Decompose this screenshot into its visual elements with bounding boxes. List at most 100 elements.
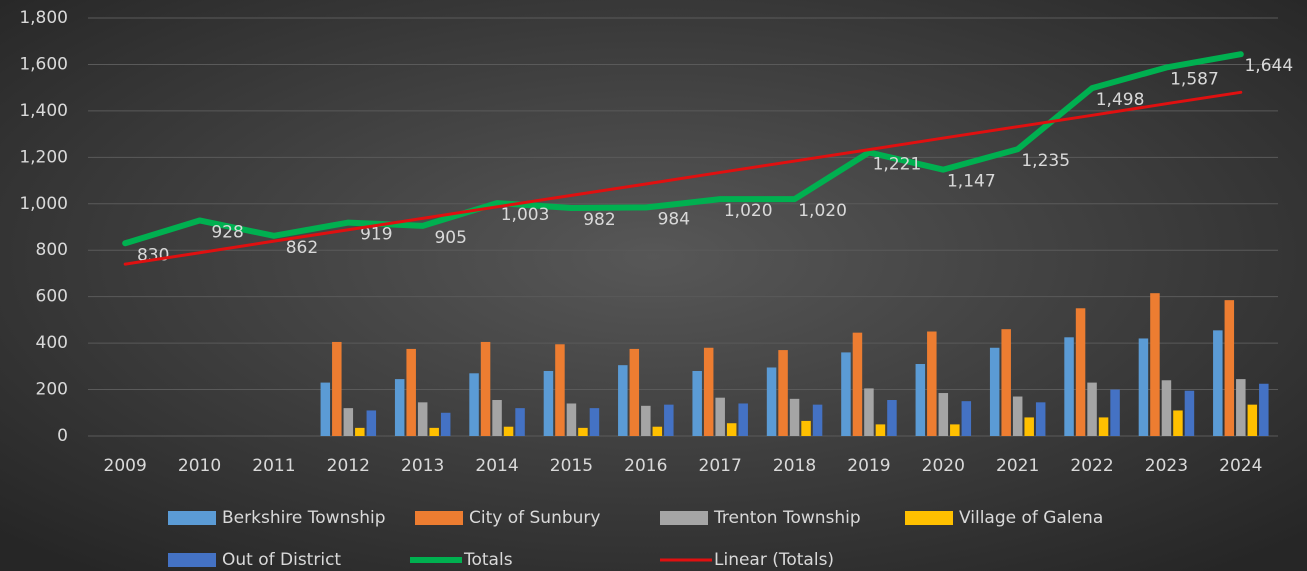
bar (343, 408, 354, 436)
x-tick-label: 2021 (996, 456, 1039, 476)
bar (1001, 329, 1011, 436)
bar (703, 347, 714, 436)
line-series (123, 90, 1243, 266)
bar (1087, 382, 1097, 436)
bar (566, 403, 577, 436)
bar (1224, 300, 1235, 436)
bar (366, 410, 377, 436)
bar (841, 352, 851, 436)
legend-swatch (905, 511, 953, 525)
y-tick-label: 1,400 (19, 101, 68, 121)
x-tick-label: 2024 (1219, 456, 1262, 476)
y-tick-label: 200 (36, 380, 68, 400)
y-tick-label: 1,000 (19, 194, 68, 214)
data-label: 984 (658, 209, 690, 229)
legend-label: Village of Galena (959, 508, 1103, 528)
bar (989, 347, 1000, 436)
bar (726, 423, 737, 436)
bar (1259, 383, 1269, 436)
bar (927, 331, 937, 436)
legend-swatch (415, 511, 463, 525)
bar (1064, 337, 1074, 436)
data-label: 982 (583, 210, 615, 230)
bar (875, 424, 886, 436)
legend-swatch (660, 511, 708, 525)
bar (503, 426, 514, 436)
x-tick-label: 2011 (252, 456, 295, 476)
bar (641, 405, 651, 436)
bar (1236, 379, 1246, 436)
bar (543, 370, 554, 436)
data-label: 862 (286, 238, 318, 258)
bar (492, 400, 502, 436)
legend-swatch (168, 511, 216, 525)
bar (1184, 390, 1195, 436)
x-tick-label: 2012 (327, 456, 370, 476)
x-tick-label: 2019 (847, 456, 890, 476)
bar (778, 350, 788, 436)
data-label: 1,644 (1244, 56, 1293, 76)
bar (915, 364, 926, 436)
bar (692, 370, 702, 436)
bar (406, 348, 416, 436)
x-tick-label: 2013 (401, 456, 444, 476)
data-label: 905 (434, 228, 466, 248)
bar (1110, 389, 1120, 436)
bar (480, 341, 491, 436)
data-label: 1,587 (1170, 69, 1219, 89)
bar (738, 403, 748, 436)
legend-label: Trenton Township (713, 508, 861, 528)
data-label: 1,147 (947, 172, 996, 192)
bar (801, 420, 811, 436)
legend-label: Linear (Totals) (714, 550, 834, 570)
x-tick-label: 2017 (699, 456, 742, 476)
y-tick-label: 1,800 (19, 8, 68, 28)
bar (812, 404, 823, 436)
data-label: 1,020 (724, 201, 773, 221)
y-tick-label: 1,200 (19, 147, 68, 167)
data-label: 1,498 (1096, 90, 1145, 110)
bar (938, 393, 949, 436)
bar (1213, 330, 1223, 436)
line-series (122, 51, 1244, 247)
bar (394, 379, 405, 436)
x-tick-label: 2014 (475, 456, 518, 476)
bar (515, 408, 525, 436)
bar (618, 365, 628, 436)
data-label: 1,235 (1021, 151, 1070, 171)
bar (1247, 404, 1258, 436)
x-tick-label: 2010 (178, 456, 221, 476)
bar (589, 408, 600, 436)
bar (555, 344, 565, 436)
y-tick-label: 800 (36, 240, 68, 260)
bar (864, 388, 874, 436)
data-label: 1,221 (873, 154, 922, 174)
bar (320, 382, 331, 436)
data-label: 919 (360, 225, 392, 245)
bar (429, 427, 439, 436)
bar (355, 427, 365, 436)
bar (1150, 293, 1160, 436)
bar (766, 367, 777, 436)
x-tick-label: 2018 (773, 456, 816, 476)
x-tick-label: 2016 (624, 456, 667, 476)
bar (469, 373, 479, 436)
legend-label: Totals (463, 550, 513, 570)
bar (332, 341, 342, 436)
x-tick-label: 2020 (922, 456, 965, 476)
bar (852, 332, 863, 436)
bar (440, 412, 451, 436)
bar (1138, 338, 1149, 436)
x-tick-label: 2009 (104, 456, 147, 476)
legend-label: Berkshire Township (222, 508, 386, 528)
legend-label: Out of District (222, 550, 341, 570)
data-label: 1,003 (501, 205, 550, 225)
y-tick-label: 400 (36, 333, 68, 353)
bar (1161, 380, 1172, 436)
legend-label: City of Sunbury (469, 508, 600, 528)
bar (1075, 308, 1086, 436)
y-tick-label: 600 (36, 287, 68, 307)
x-tick-label: 2022 (1070, 456, 1113, 476)
